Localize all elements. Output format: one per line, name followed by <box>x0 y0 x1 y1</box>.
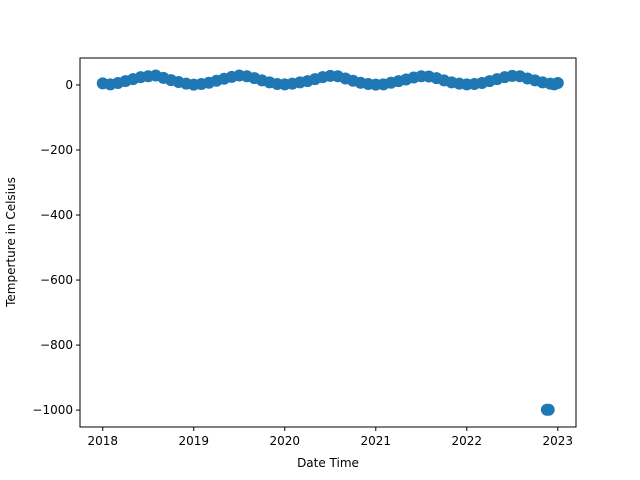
y-tick-label: −400 <box>40 208 73 222</box>
y-tick-label: 0 <box>65 78 73 92</box>
y-axis-label: Temperture in Celsius <box>4 177 18 308</box>
x-tick-label: 2021 <box>361 434 392 448</box>
x-tick-label: 2019 <box>178 434 209 448</box>
x-axis-label: Date Time <box>297 456 359 470</box>
x-tick-label: 2020 <box>269 434 300 448</box>
y-tick-label: −600 <box>40 273 73 287</box>
point <box>542 403 555 416</box>
point <box>551 77 564 90</box>
y-tick-label: −200 <box>40 143 73 157</box>
y-tick-label: −1000 <box>32 403 73 417</box>
plot-frame <box>79 57 577 428</box>
x-tick-label: 2018 <box>87 434 118 448</box>
x-tick-label: 2022 <box>452 434 483 448</box>
x-tick-label: 2023 <box>543 434 574 448</box>
y-tick-label: −800 <box>40 338 73 352</box>
